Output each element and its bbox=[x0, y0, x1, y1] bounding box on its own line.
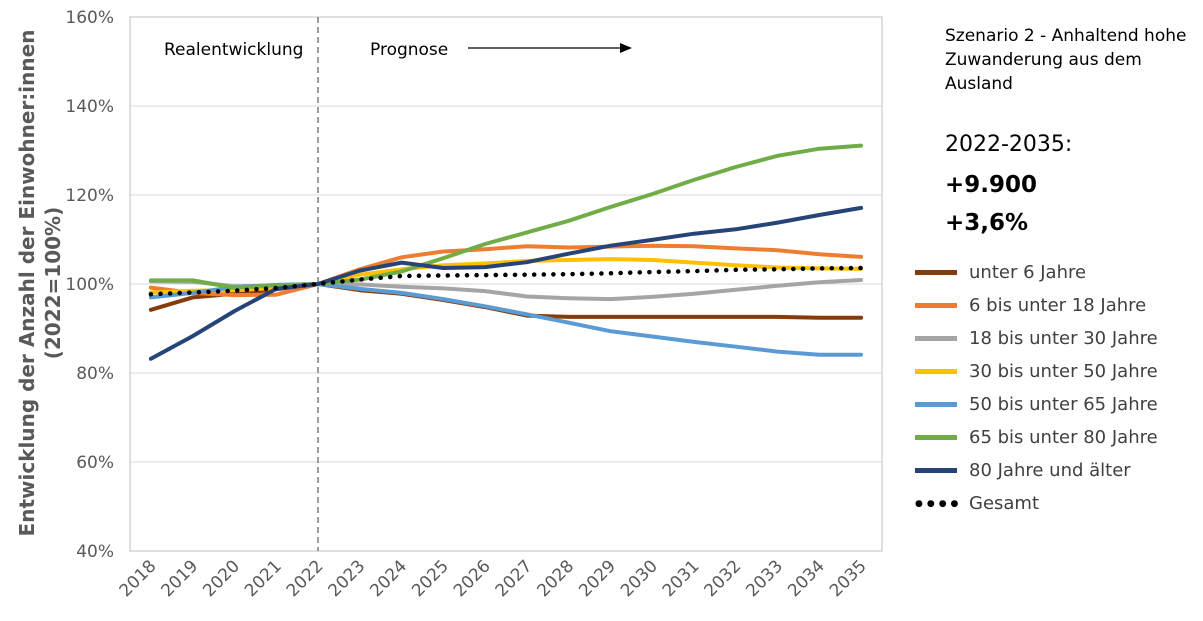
x-tick-label: 2033 bbox=[742, 556, 787, 601]
legend-swatch bbox=[915, 336, 957, 341]
series-line-65-bis-unter-80-jahre bbox=[148, 143, 864, 290]
legend-label: 65 bis unter 80 Jahre bbox=[969, 427, 1158, 448]
annotation-prognose: Prognose bbox=[370, 40, 448, 60]
annotation-realentwicklung: Realentwicklung bbox=[164, 40, 303, 60]
y-tick-label: 160% bbox=[65, 8, 114, 28]
legend-item-gesamt: ●●●● Gesamt bbox=[915, 487, 1158, 520]
legend-item-50-bis-unter-65-jahre: 50 bis unter 65 Jahre bbox=[915, 388, 1158, 421]
x-tick-label: 2034 bbox=[784, 556, 829, 601]
x-axis-ticks: 2018201920202021202220232024202520262027… bbox=[116, 556, 871, 601]
legend-swatch bbox=[915, 435, 957, 440]
plot-area-border bbox=[129, 16, 883, 552]
legend-swatch bbox=[915, 468, 957, 473]
x-tick-label: 2022 bbox=[283, 556, 328, 601]
legend-item-18-bis-unter-30-jahre: 18 bis unter 30 Jahre bbox=[915, 322, 1158, 355]
legend-label: unter 6 Jahre bbox=[969, 262, 1087, 283]
y-tick-label: 40% bbox=[76, 542, 114, 562]
y-axis-label: Entwicklung der Anzahl der Einwohner:inn… bbox=[15, 30, 39, 537]
y-tick-label: 60% bbox=[76, 453, 114, 473]
x-tick-label: 2024 bbox=[366, 556, 411, 601]
x-tick-label: 2032 bbox=[701, 556, 746, 601]
series-lines bbox=[148, 143, 864, 361]
legend: unter 6 Jahre 6 bis unter 18 Jahre 18 bis … bbox=[915, 256, 1158, 520]
x-tick-label: 2030 bbox=[617, 556, 662, 601]
x-tick-label: 2019 bbox=[157, 556, 202, 601]
x-tick-label: 2035 bbox=[826, 556, 871, 601]
legend-label: 6 bis unter 18 Jahre bbox=[969, 295, 1147, 316]
absolute-change: +9.900 bbox=[945, 172, 1038, 198]
legend-swatch bbox=[915, 270, 957, 275]
series-line-30-bis-unter-50-jahre bbox=[148, 257, 864, 295]
prognose-arrow-head bbox=[620, 43, 632, 53]
series-line-80-jahre-und-lter bbox=[148, 205, 864, 361]
y-tick-label: 140% bbox=[65, 97, 114, 117]
y-tick-label: 80% bbox=[76, 364, 114, 384]
series-line-gesamt bbox=[148, 265, 864, 297]
legend-label: Gesamt bbox=[969, 493, 1040, 514]
legend-swatch: ●●●● bbox=[915, 498, 963, 509]
x-tick-label: 2027 bbox=[492, 556, 537, 601]
y-axis-label-unit: (2022=100%) bbox=[41, 207, 65, 360]
x-tick-label: 2026 bbox=[450, 556, 495, 601]
percent-change: +3,6% bbox=[945, 210, 1029, 236]
legend-label: 18 bis unter 30 Jahre bbox=[969, 328, 1158, 349]
y-tick-label: 100% bbox=[65, 275, 114, 295]
legend-item-30-bis-unter-50-jahre: 30 bis unter 50 Jahre bbox=[915, 355, 1158, 388]
scenario-title: Szenario 2 - Anhaltend hohe Zuwanderung … bbox=[945, 26, 1187, 94]
legend-label: 30 bis unter 50 Jahre bbox=[969, 361, 1158, 382]
y-tick-label: 120% bbox=[65, 186, 114, 206]
x-tick-label: 2023 bbox=[325, 556, 370, 601]
y-axis-ticks: 40% 60% 80% 100% 120% 140% 160% bbox=[65, 8, 114, 562]
legend-swatch bbox=[915, 369, 957, 374]
legend-item-80-jahre-und-lter: 80 Jahre und älter bbox=[915, 454, 1158, 487]
x-tick-label: 2029 bbox=[575, 556, 620, 601]
x-tick-label: 2031 bbox=[659, 556, 704, 601]
x-tick-label: 2018 bbox=[116, 556, 161, 601]
legend-swatch bbox=[915, 402, 957, 407]
x-tick-label: 2025 bbox=[408, 556, 453, 601]
line-chart: 40%60%80%100%120%140%160% 20182019202020… bbox=[15, 8, 883, 601]
gridlines bbox=[130, 16, 882, 552]
legend-item-unter-6-jahre: unter 6 Jahre bbox=[915, 256, 1158, 289]
x-tick-label: 2028 bbox=[533, 556, 578, 601]
legend-label: 50 bis unter 65 Jahre bbox=[969, 394, 1158, 415]
x-tick-label: 2020 bbox=[199, 556, 244, 601]
legend-swatch bbox=[915, 303, 957, 308]
legend-item-6-bis-unter-18-jahre: 6 bis unter 18 Jahre bbox=[915, 289, 1158, 322]
legend-item-65-bis-unter-80-jahre: 65 bis unter 80 Jahre bbox=[915, 421, 1158, 454]
period-label: 2022-2035: bbox=[945, 132, 1073, 157]
legend-label: 80 Jahre und älter bbox=[969, 460, 1131, 481]
x-tick-label: 2021 bbox=[241, 556, 286, 601]
